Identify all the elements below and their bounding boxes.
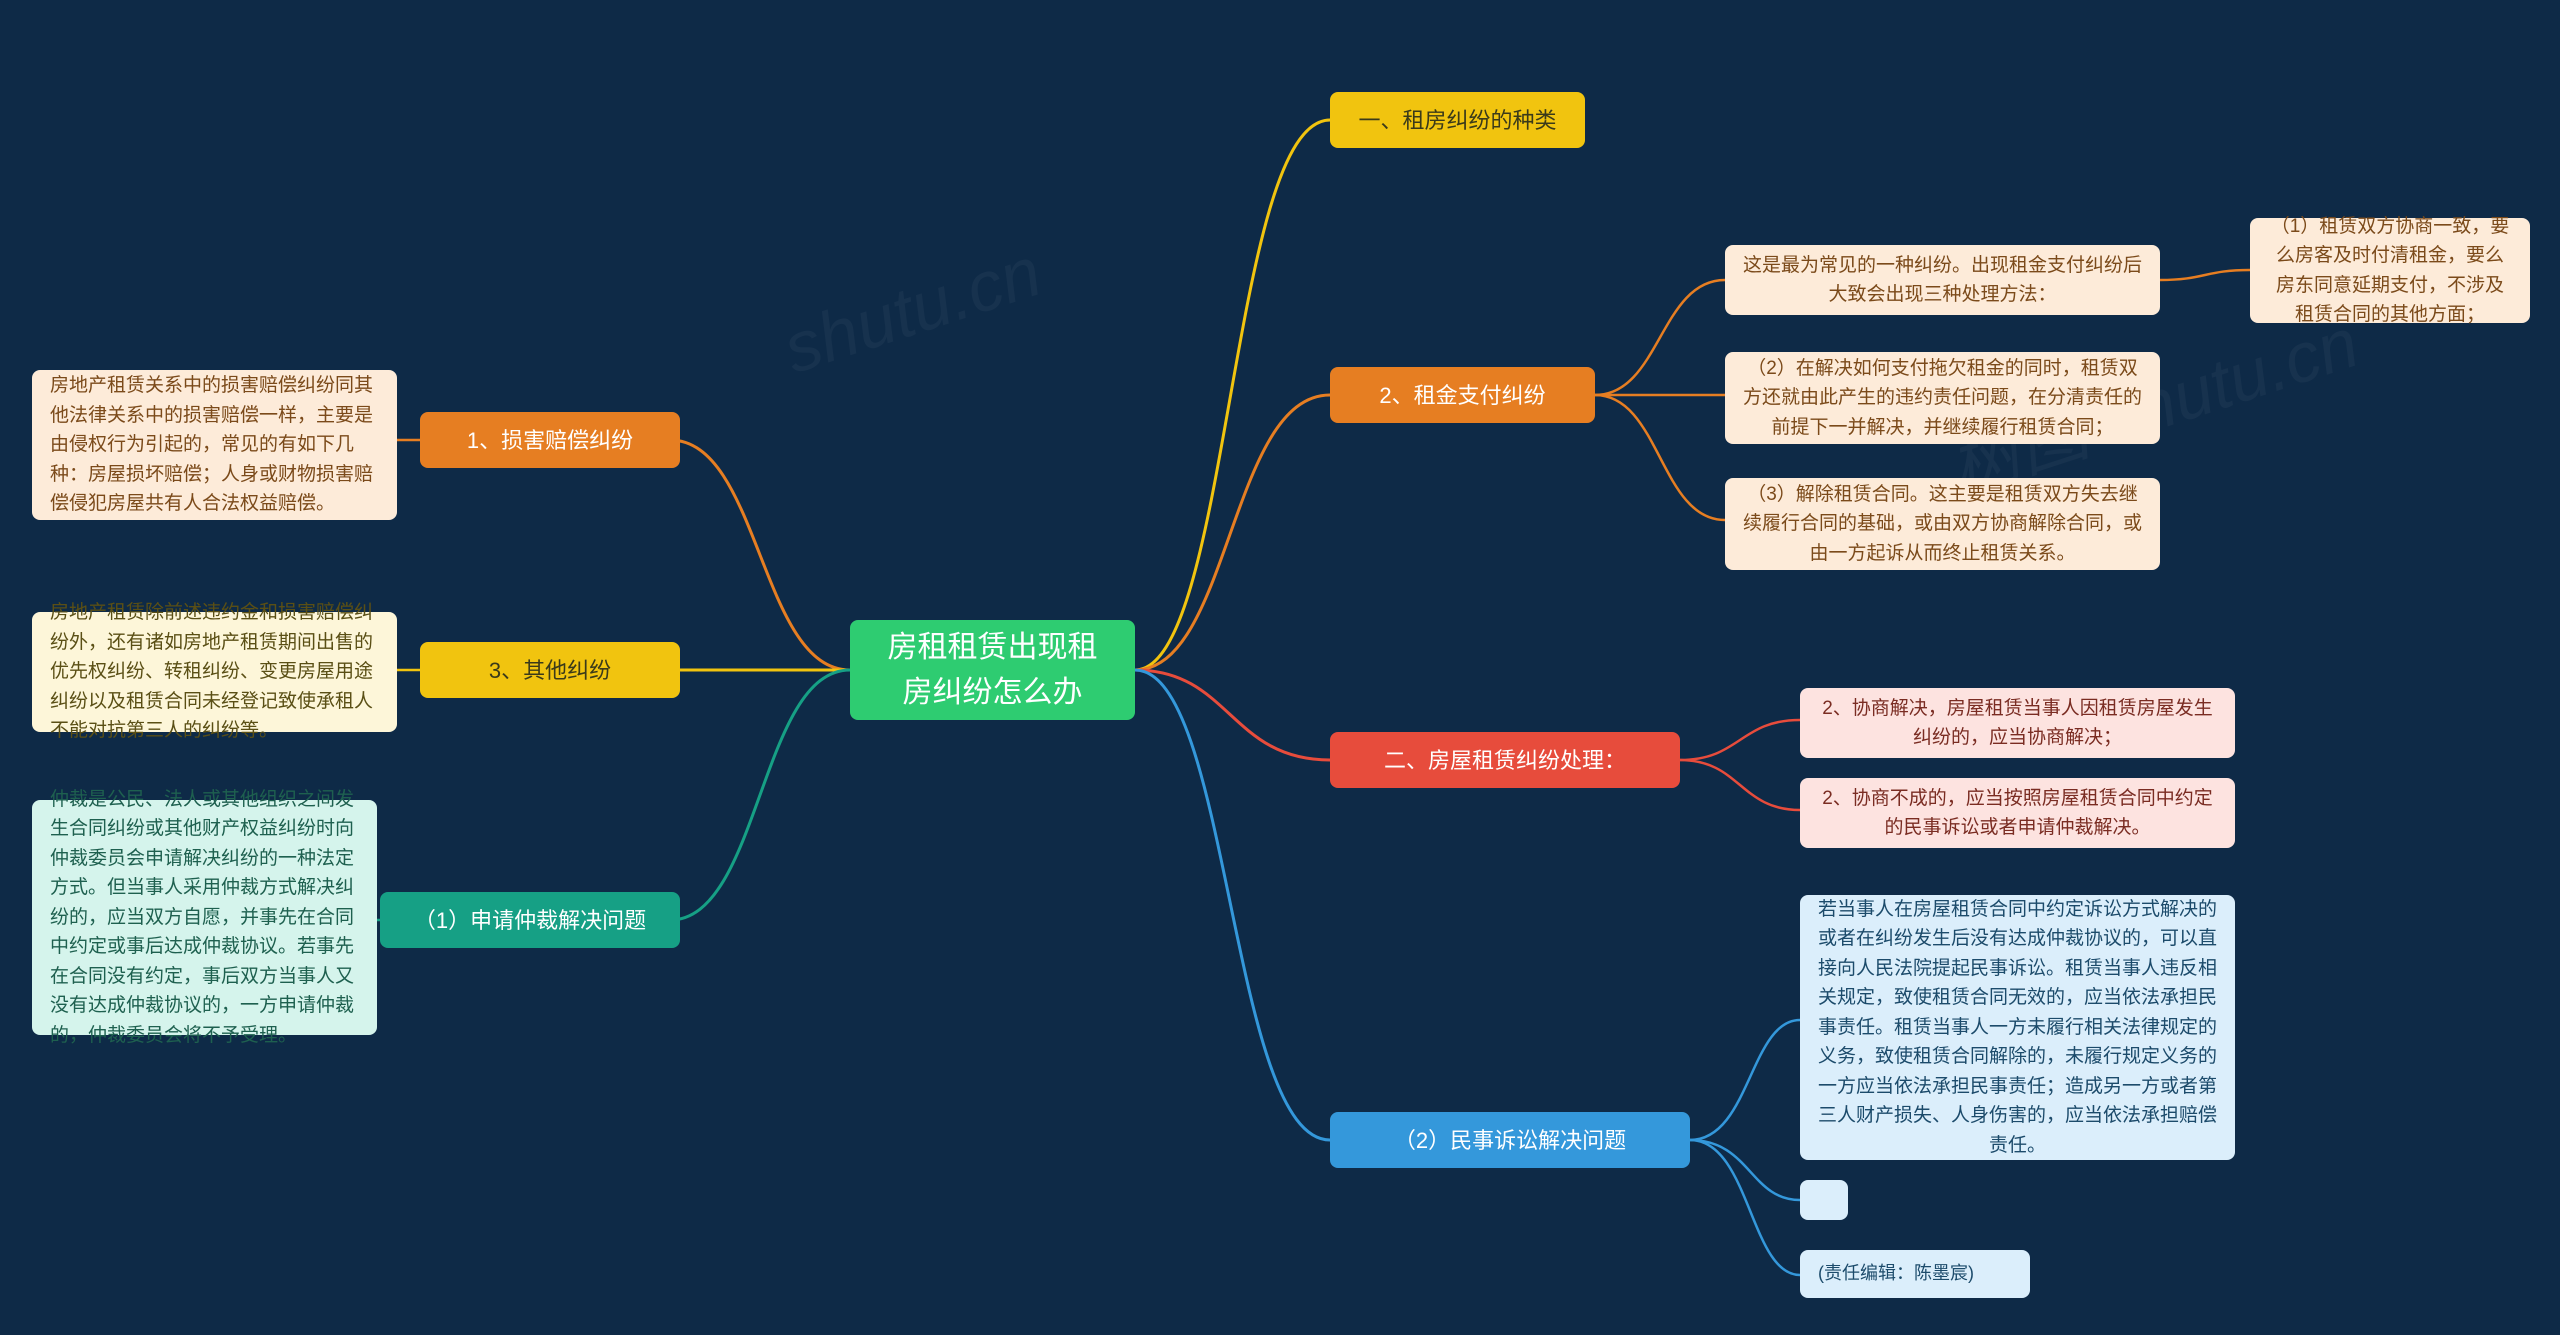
right-node-3-child-2: 2、协商不成的，应当按照房屋租赁合同中约定的民事诉讼或者申请仲裁解决。 xyxy=(1800,778,2235,848)
left-node-3-leaf: 仲裁是公民、法人或其他组织之间发生合同纠纷或其他财产权益纠纷时向仲裁委员会申请解… xyxy=(32,800,377,1035)
watermark-left: shutu.cn xyxy=(774,231,1050,389)
right-node-4-child-2 xyxy=(1800,1180,1848,1220)
right-node-3: 二、房屋租赁纠纷处理： xyxy=(1330,732,1680,788)
right-node-2-child-1: （1）租赁双方协商一致，要么房客及时付清租金，要么房东同意延期支付，不涉及租赁合… xyxy=(2250,218,2530,323)
right-node-2-child-3: （3）解除租赁合同。这主要是租赁双方失去继续履行合同的基础，或由双方协商解除合同… xyxy=(1725,478,2160,570)
right-node-1: 一、租房纠纷的种类 xyxy=(1330,92,1585,148)
right-node-4: （2）民事诉讼解决问题 xyxy=(1330,1112,1690,1168)
right-node-2-child-2: （2）在解决如何支付拖欠租金的同时，租赁双方还就由此产生的违约责任问题，在分清责… xyxy=(1725,352,2160,444)
right-node-2: 2、租金支付纠纷 xyxy=(1330,367,1595,423)
right-node-3-child-1: 2、协商解决，房屋租赁当事人因租赁房屋发生纠纷的，应当协商解决； xyxy=(1800,688,2235,758)
left-node-2-leaf: 房地产租赁除前述违约金和损害赔偿纠纷外，还有诸如房地产租赁期间出售的优先权纠纷、… xyxy=(32,612,397,732)
left-node-3: （1）申请仲裁解决问题 xyxy=(380,892,680,948)
left-node-2: 3、其他纠纷 xyxy=(420,642,680,698)
right-node-2-intro: 这是最为常见的一种纠纷。出现租金支付纠纷后大致会出现三种处理方法： xyxy=(1725,245,2160,315)
right-node-4-child-1: 若当事人在房屋租赁合同中约定诉讼方式解决的或者在纠纷发生后没有达成仲裁协议的，可… xyxy=(1800,895,2235,1160)
right-node-4-child-3: (责任编辑：陈墨宸) xyxy=(1800,1250,2030,1298)
left-node-1-leaf: 房地产租赁关系中的损害赔偿纠纷同其他法律关系中的损害赔偿一样，主要是由侵权行为引… xyxy=(32,370,397,520)
left-node-1: 1、损害赔偿纠纷 xyxy=(420,412,680,468)
center-topic: 房租租赁出现租房纠纷怎么办 xyxy=(850,620,1135,720)
